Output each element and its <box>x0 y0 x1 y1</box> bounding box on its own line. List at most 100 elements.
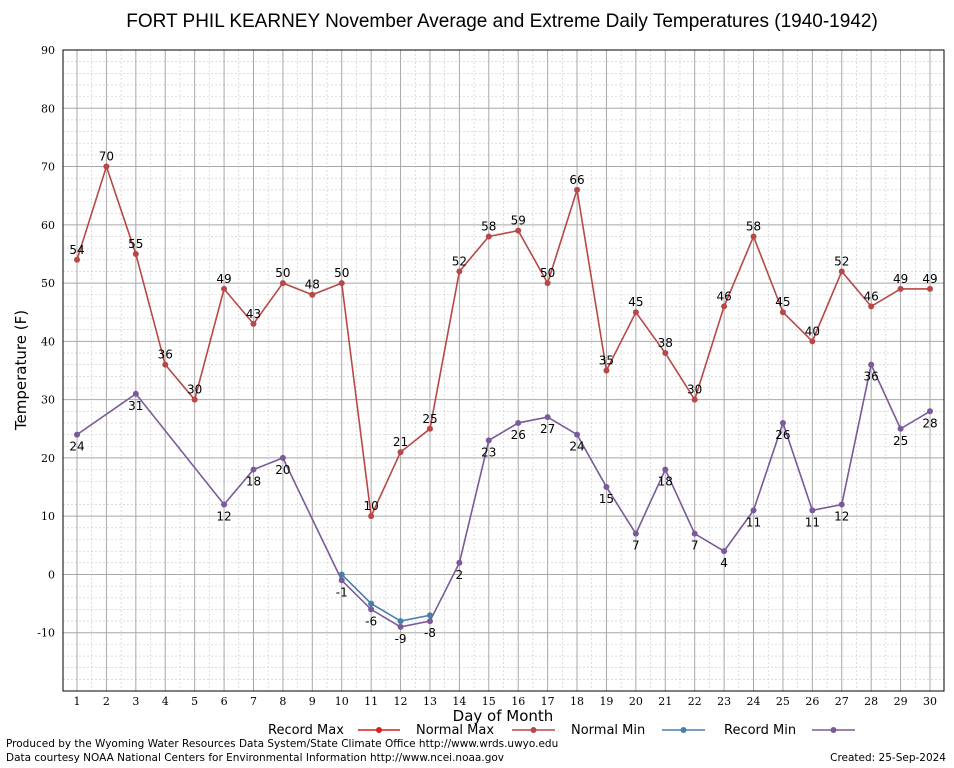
x-tick-label: 18 <box>570 695 584 708</box>
data-label: 11 <box>746 515 761 529</box>
data-point <box>397 618 404 625</box>
x-tick-label: 19 <box>599 695 613 708</box>
y-tick-label: 0 <box>48 568 55 581</box>
x-tick-label: 27 <box>835 695 849 708</box>
x-tick-label: 26 <box>805 695 819 708</box>
data-label: 45 <box>775 295 790 309</box>
data-label: 45 <box>628 295 643 309</box>
x-tick-label: 22 <box>688 695 702 708</box>
data-label: 66 <box>569 173 584 187</box>
data-label: 30 <box>187 383 202 397</box>
data-point <box>544 280 551 287</box>
data-point <box>191 396 198 403</box>
data-label: 18 <box>658 475 673 489</box>
data-label: 10 <box>363 499 378 513</box>
data-point <box>103 163 110 170</box>
series-normal-max: 54 70 55 36 30 49 43 50 48 50 10 21 25 52 58 59 50 66 35 45… <box>69 150 938 520</box>
x-tick-label: 13 <box>423 695 437 708</box>
data-label: 26 <box>511 428 526 442</box>
y-tick-label: 40 <box>41 335 55 348</box>
data-point <box>750 507 757 514</box>
x-axis-ticks: 1 2 3 4 5 6 7 8 9 10 11 12 13 14 15 16 17 18 19 20 21 22 23 24 2… <box>74 695 938 708</box>
x-tick-label: 6 <box>221 695 228 708</box>
data-point <box>426 618 433 625</box>
legend-label-normal-min: Normal Min <box>571 723 645 738</box>
data-point <box>250 320 257 327</box>
data-point <box>368 513 375 520</box>
x-tick-label: 11 <box>364 695 378 708</box>
data-point <box>662 350 669 357</box>
data-point <box>309 291 316 298</box>
data-label: 21 <box>393 435 408 449</box>
legend-marker-record-min <box>830 727 837 733</box>
data-label: 7 <box>691 539 699 553</box>
y-tick-label: 60 <box>41 219 55 232</box>
data-label: 20 <box>275 463 290 477</box>
data-point <box>279 454 286 461</box>
data-label: 58 <box>746 219 761 233</box>
data-label: 4 <box>720 556 728 570</box>
data-point <box>927 285 933 292</box>
data-label: 30 <box>687 383 702 397</box>
data-point <box>691 530 698 537</box>
data-point <box>338 577 345 584</box>
data-point <box>338 280 345 287</box>
x-tick-label: 12 <box>394 695 408 708</box>
data-label: 31 <box>128 399 143 413</box>
data-point <box>456 559 463 566</box>
data-point <box>426 612 433 619</box>
data-label: 59 <box>511 214 526 228</box>
x-tick-label: 15 <box>482 695 496 708</box>
legend-label-normal-max: Normal Max <box>416 723 494 738</box>
legend-marker-record-max <box>376 727 382 733</box>
data-point <box>456 268 463 275</box>
data-label: 15 <box>599 492 614 506</box>
x-tick-label: 3 <box>132 695 139 708</box>
footer-produced-by: Produced by the Wyoming Water Resources … <box>6 738 559 750</box>
data-point <box>162 361 169 368</box>
x-tick-label: 7 <box>250 695 257 708</box>
data-point <box>574 431 581 438</box>
data-label: 50 <box>275 266 290 280</box>
data-label: 70 <box>99 150 114 164</box>
data-point <box>603 484 610 491</box>
data-label: 28 <box>922 416 937 430</box>
data-point <box>74 256 80 263</box>
data-point <box>426 425 433 432</box>
data-label: 11 <box>805 515 820 529</box>
y-tick-label: 50 <box>41 277 55 290</box>
x-tick-label: 30 <box>923 695 937 708</box>
data-point <box>779 309 786 316</box>
data-point <box>397 449 404 456</box>
data-point <box>897 285 904 292</box>
data-label: 38 <box>658 336 673 350</box>
data-point <box>927 408 933 415</box>
data-label: 46 <box>864 289 879 303</box>
data-point <box>721 548 728 555</box>
x-tick-label: 23 <box>717 695 731 708</box>
data-point <box>279 280 286 287</box>
x-tick-label: 9 <box>309 695 316 708</box>
data-point <box>809 507 816 514</box>
data-label: 49 <box>922 272 937 286</box>
x-tick-label: 5 <box>191 695 198 708</box>
data-label: 50 <box>540 266 555 280</box>
legend: Record Max Normal Max Normal Min Record Min <box>268 723 855 738</box>
data-point <box>132 250 139 257</box>
data-label: 36 <box>864 370 879 384</box>
y-tick-label: -10 <box>37 627 55 640</box>
x-tick-label: 29 <box>894 695 908 708</box>
x-tick-label: 16 <box>511 695 525 708</box>
data-point <box>897 425 904 432</box>
data-label: 52 <box>452 254 467 268</box>
footer-data-courtesy: Data courtesy NOAA National Centers for … <box>6 752 505 764</box>
footer-created: Created: 25-Sep-2024 <box>830 752 946 764</box>
data-label: 43 <box>246 307 261 321</box>
data-point <box>574 186 581 193</box>
data-point <box>868 303 875 310</box>
chart-title: FORT PHIL KEARNEY November Average and E… <box>126 11 878 32</box>
x-tick-label: 2 <box>103 695 110 708</box>
data-point <box>250 466 257 473</box>
